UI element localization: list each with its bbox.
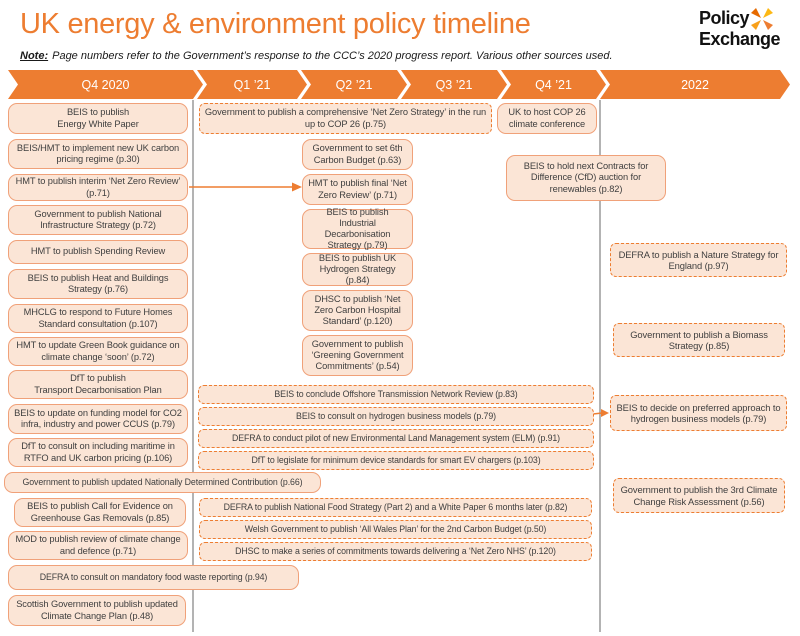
policy-item: DfT to publish Transport Decarbonisation…	[8, 370, 188, 399]
policy-item: DfT to legislate for minimum device stan…	[198, 451, 594, 470]
arrow-net-zero-review	[189, 182, 302, 192]
policy-item: HMT to publish interim ‘Net Zero Review’…	[8, 174, 188, 201]
column-divider-right	[599, 100, 601, 632]
policy-item: DEFRA to publish National Food Strategy …	[199, 498, 592, 517]
policy-item: HMT to update Green Book guidance on cli…	[8, 337, 188, 366]
note-label: Note:	[20, 50, 49, 62]
policy-item: Government to set 6th Carbon Budget (p.6…	[302, 139, 413, 170]
policy-item: BEIS to update on funding model for CO2 …	[8, 404, 188, 434]
logo-line1: Policy	[699, 8, 750, 28]
timeline-segment-q4-21: Q4 ’21	[501, 70, 606, 99]
policy-item: DEFRA to consult on mandatory food waste…	[8, 565, 299, 590]
timeline-segment-q1-21: Q1 ’21	[197, 70, 307, 99]
policy-item: BEIS to publish Heat and Buildings Strat…	[8, 269, 188, 299]
policy-item: BEIS to decide on preferred approach to …	[610, 395, 787, 431]
page-title: UK energy & environment policy timeline	[20, 8, 531, 40]
timeline-segment-2022: 2022	[600, 70, 790, 99]
policy-item: Government to publish a comprehensive ‘N…	[199, 103, 492, 134]
policy-item: Government to publish National Infrastru…	[8, 205, 188, 235]
policy-item: Welsh Government to publish ‘All Wales P…	[199, 520, 592, 539]
policy-exchange-logo: Policy Exchange	[699, 8, 781, 49]
policy-item: DHSC to publish ‘Net Zero Carbon Hospita…	[302, 290, 413, 331]
timeline-segment-q2-21: Q2 ’21	[301, 70, 407, 99]
policy-item: MHCLG to respond to Future Homes Standar…	[8, 304, 188, 333]
policy-item: DEFRA to conduct pilot of new Environmen…	[198, 429, 594, 448]
policy-item: BEIS to publish Energy White Paper	[8, 103, 188, 134]
policy-item: DEFRA to publish a Nature Strategy for E…	[610, 243, 787, 277]
timeline-segment-q3-21: Q3 ’21	[401, 70, 507, 99]
policy-item: BEIS to publish UK Hydrogen Strategy (p.…	[302, 253, 413, 286]
policy-item: UK to host COP 26 climate conference	[497, 103, 597, 134]
policy-item: Government to publish updated Nationally…	[4, 472, 321, 493]
timeline-segment-q4-2020: Q4 2020	[8, 70, 203, 99]
policy-item: DHSC to make a series of commitments tow…	[199, 542, 592, 561]
policy-item: BEIS to consult on hydrogen business mod…	[198, 407, 594, 426]
note-text: Note: Page numbers refer to the Governmen…	[20, 50, 613, 62]
policy-item: MOD to publish review of climate change …	[8, 531, 188, 560]
policy-item: BEIS to publish Industrial Decarbonisati…	[302, 207, 413, 250]
policy-item: Government to publish a Biomass Strategy…	[613, 323, 785, 357]
policy-item: BEIS to hold next Contracts for Differen…	[506, 155, 666, 201]
note-body: Page numbers refer to the Government’s r…	[52, 50, 613, 62]
policy-item: Government to publish ‘Greening Governme…	[302, 335, 413, 376]
policy-item: HMT to publish final ‘Net Zero Review’ (…	[302, 174, 413, 205]
policy-item: Scottish Government to publish updated C…	[8, 595, 186, 626]
logo-line2: Exchange	[699, 29, 781, 49]
policy-item: BEIS to publish Call for Evidence on Gre…	[14, 498, 186, 527]
policy-item: HMT to publish Spending Review	[8, 240, 188, 264]
policy-item: BEIS/HMT to implement new UK carbon pric…	[8, 139, 188, 169]
policy-item: Government to publish the 3rd Climate Ch…	[613, 478, 785, 513]
column-divider-left	[192, 100, 194, 632]
policy-item: DfT to consult on including maritime in …	[8, 438, 188, 467]
arrow-hydrogen-models	[593, 409, 609, 417]
policy-item: BEIS to conclude Offshore Transmission N…	[198, 385, 594, 404]
policy-exchange-pinwheel-icon	[751, 8, 774, 30]
